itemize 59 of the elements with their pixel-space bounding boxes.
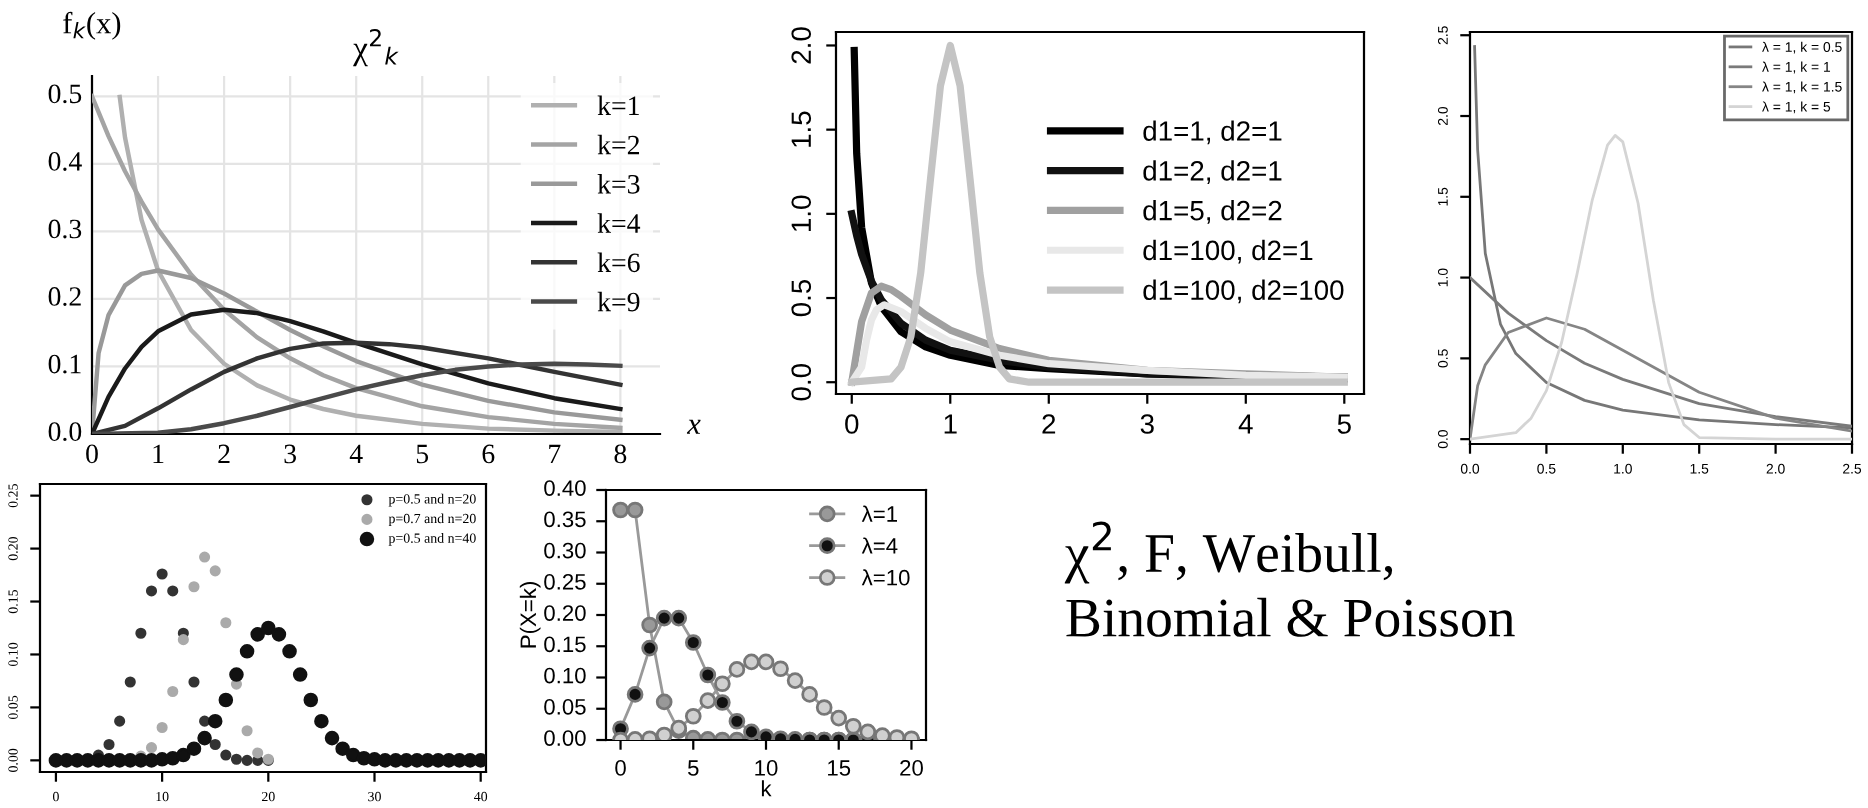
y-tick-label: 0.40: [544, 480, 586, 496]
legend-label: d1=1, d2=1: [1143, 120, 1282, 145]
legend-label: k=3: [597, 174, 640, 194]
y-tick-label: 0.35: [544, 511, 586, 528]
y-tick-label: 0.00: [544, 730, 586, 746]
y-tick-label: 0.5: [791, 279, 812, 317]
legend-label: λ=10: [861, 569, 910, 586]
y-tick-label: 1.5: [791, 111, 812, 147]
x-tick-label: 3: [1140, 414, 1154, 434]
legend-label: λ=1: [861, 505, 897, 522]
x-tick-label: 2: [1042, 414, 1056, 434]
x-tick-label: 8: [614, 444, 627, 464]
x-tick-label: 0: [615, 760, 626, 776]
legend-label: λ=4: [861, 537, 898, 554]
x-tick-label: 20: [900, 760, 923, 776]
legend-label: k=9: [597, 291, 640, 312]
x-axis-title: x: [686, 419, 701, 434]
y-tick-label: 0.1: [48, 354, 81, 374]
x-tick-label: 10: [755, 760, 778, 776]
x-tick-label: 4: [1238, 414, 1253, 434]
y-axis-title: P(X=k): [519, 582, 541, 648]
legend-label: k=2: [597, 134, 640, 155]
y-tick-label: 1.0: [791, 195, 812, 232]
y-tick-label: 0.0: [791, 363, 812, 401]
x-axis-title: k: [761, 780, 772, 797]
text: χ$^{2}$, F, Weibull, Binomial & Poisson: [1064, 521, 1515, 637]
x-tick-label: 7: [549, 444, 561, 463]
x-tick-label: 3: [284, 444, 296, 464]
x-tick-label: 5: [687, 760, 699, 776]
x-tick-label: 2: [218, 444, 230, 463]
x-tick-label: 0: [845, 414, 859, 434]
y-tick-label: 0.2: [48, 287, 81, 306]
x-tick-label: 1: [153, 444, 164, 463]
legend-label: d1=100, d2=100: [1143, 279, 1344, 304]
legend-label: d1=5, d2=2: [1143, 200, 1282, 224]
y-tick-label: 0.30: [544, 542, 586, 559]
x-tick-label: 1: [944, 414, 957, 434]
legend-label: d1=2, d2=1: [1143, 160, 1282, 184]
y-tick-label: 0.20: [544, 605, 586, 621]
x-tick-label: 5: [416, 444, 429, 464]
chart-title: χ$^{2}$$_{k}$: [353, 29, 399, 67]
y-tick-label: 0.25: [544, 573, 586, 590]
legend-label: k=4: [597, 213, 641, 233]
x-tick-label: 6: [482, 444, 495, 464]
x-tick-label: 5: [1337, 414, 1351, 434]
y-tick-label: 2.0: [791, 27, 812, 64]
legend-label: k=1: [597, 95, 639, 115]
y-tick-label: 0.05: [544, 698, 586, 715]
y-tick-label: 0.5: [48, 84, 82, 104]
y-tick-label: 0.4: [48, 152, 82, 171]
legend-label: d1=100, d2=1: [1143, 239, 1313, 264]
y-axis-title: f$_{k}$(x): [63, 11, 121, 40]
x-tick-label: 0: [86, 444, 98, 464]
y-tick-label: 0.10: [544, 667, 586, 684]
x-tick-label: 15: [828, 760, 851, 776]
y-tick-label: 0.15: [544, 636, 586, 653]
legend-label: k=6: [597, 252, 640, 273]
x-tick-label: 4: [349, 444, 363, 463]
y-tick-label: 0.3: [48, 219, 82, 239]
